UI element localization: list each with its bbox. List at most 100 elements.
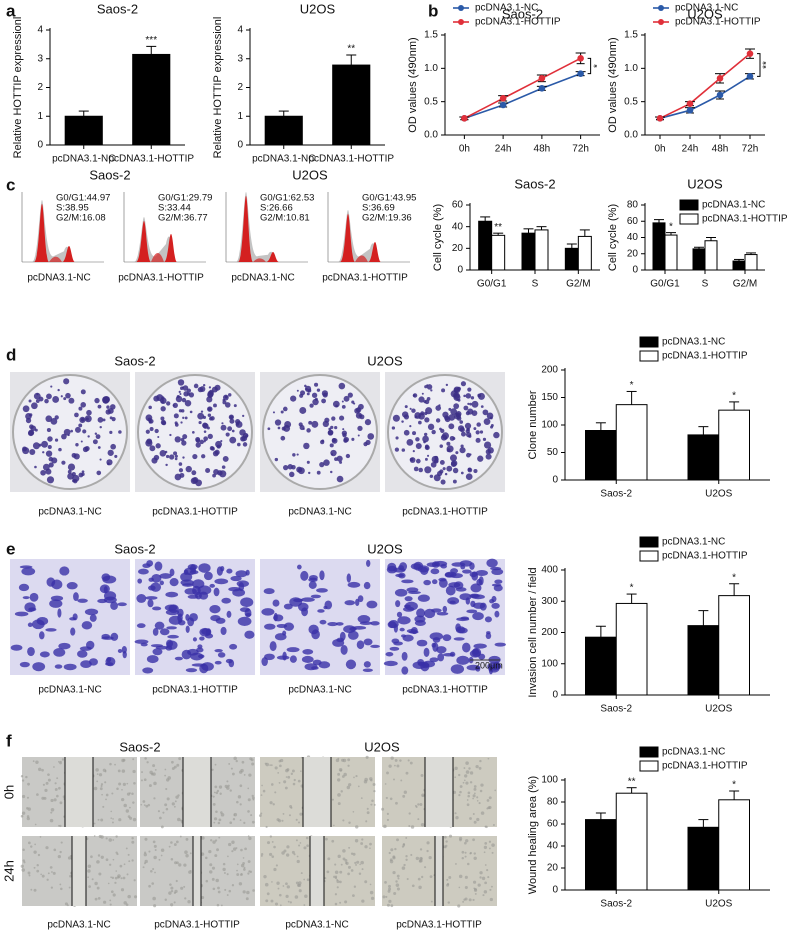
colony-dot [210,446,215,451]
texture [420,822,425,827]
y-tick-label: 3 [37,53,43,64]
bar [264,115,303,146]
cell [27,646,35,657]
cell [39,651,50,658]
cell [81,621,93,630]
significance-label: ** [494,222,502,233]
texture [415,856,420,861]
texture [109,899,112,902]
colony-dot [42,451,45,454]
texture [484,881,487,885]
colony-dot [403,429,410,436]
colony-dot [391,426,396,430]
cell [431,579,438,585]
cell [437,653,445,662]
cell [363,581,371,590]
colony-dot [339,460,343,464]
texture [251,762,255,766]
image-caption: pcDNA3.1-HOTTIP [118,273,204,284]
cell [456,655,470,665]
texture [406,877,409,881]
texture [462,781,465,784]
texture [58,786,61,790]
texture [227,842,232,847]
texture [132,801,135,804]
y-tick-label: 20 [547,863,559,874]
colony-dot [242,432,249,439]
cell [117,602,127,607]
texture [205,879,209,883]
texture [303,878,305,881]
bar [615,602,648,696]
texture [151,882,155,885]
texture [120,877,123,880]
texture [152,896,156,901]
texture [469,851,473,855]
texture [36,793,39,796]
texture [40,873,42,876]
cell [80,660,92,668]
texture [175,879,178,883]
texture [403,790,407,794]
cell [58,642,71,650]
colony-dot [314,382,319,387]
texture [333,824,335,827]
texture [34,843,37,846]
cell [283,603,293,610]
y-axis-label: Relative HOTTIP expressionl [212,17,224,159]
texture [429,875,433,879]
flow-histogram [123,192,206,263]
texture [400,779,403,782]
legend-marker [658,19,664,25]
x-tick-label: pcDNA3.1-NC [52,154,115,165]
texture [162,811,165,814]
image-caption: pcDNA3.1-NC [47,920,110,931]
colony-dot [195,442,201,448]
y-tick-label: 0.5 [424,96,438,107]
texture [417,877,421,881]
texture [158,858,161,861]
texture [372,782,376,786]
texture [148,884,151,888]
colony-dot [418,412,425,420]
texture [133,895,138,899]
texture [230,767,233,770]
texture [464,886,468,890]
texture [217,890,221,894]
x-tick-label: U2OS [705,899,733,910]
texture [211,768,214,771]
texture [284,786,288,790]
texture [224,888,227,891]
colony-dot [342,432,347,438]
texture [117,769,121,773]
cell [289,655,297,663]
texture [476,817,480,822]
y-tick-label: 20 [452,243,464,254]
cell [416,608,426,618]
cell [293,598,304,603]
texture [240,848,243,852]
cell [181,649,192,660]
texture [27,841,31,845]
texture [292,782,296,786]
colony-image [260,372,380,492]
wound-image [382,834,497,908]
colony-dot [78,406,83,411]
cell [214,649,223,653]
cell [121,646,127,654]
colony-dot [483,418,491,425]
image-caption: pcDNA3.1-NC [285,920,348,931]
y-axis-label: Clone number [527,390,539,459]
cell [269,641,277,652]
flow-histogram [327,192,410,263]
colony-dot [316,388,321,392]
row-label: 0h [1,785,16,799]
texture [213,791,216,794]
cell [301,607,308,617]
x-tick-label: U2OS [705,489,733,500]
texture [41,768,44,772]
texture [178,757,182,761]
texture [100,783,104,786]
wound-image [381,756,497,829]
cell [166,639,174,648]
